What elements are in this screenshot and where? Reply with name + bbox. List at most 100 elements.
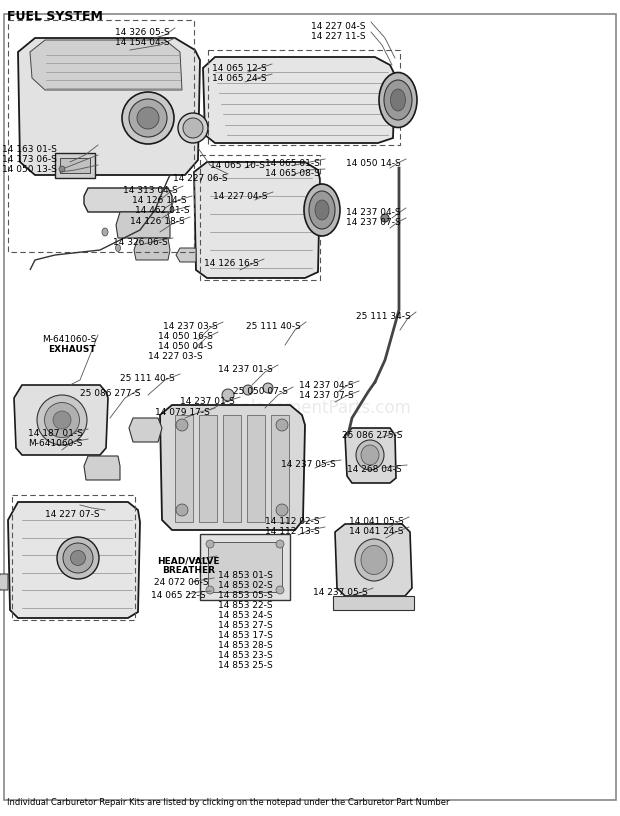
Text: 14 326 06-S: 14 326 06-S (113, 238, 168, 247)
Text: 25 111 34-S: 25 111 34-S (356, 312, 410, 321)
Ellipse shape (206, 540, 214, 548)
Ellipse shape (102, 228, 108, 236)
Polygon shape (0, 574, 8, 590)
Polygon shape (176, 248, 196, 262)
Text: 14 050 16-S: 14 050 16-S (158, 332, 213, 341)
Text: 14 065 24-S: 14 065 24-S (212, 74, 267, 83)
Text: 14 237 07-S: 14 237 07-S (346, 218, 401, 227)
Ellipse shape (122, 92, 174, 144)
Ellipse shape (381, 214, 389, 222)
Polygon shape (84, 456, 120, 480)
Text: 25 111 40-S: 25 111 40-S (246, 322, 301, 331)
Ellipse shape (379, 73, 417, 127)
Polygon shape (200, 534, 290, 600)
Text: 14 154 04-S: 14 154 04-S (115, 38, 170, 47)
Text: eReplacementParts.com: eReplacementParts.com (209, 399, 411, 417)
Text: 14 050 13-S: 14 050 13-S (2, 165, 57, 174)
Text: 14 326 05-S: 14 326 05-S (115, 28, 170, 37)
Text: 25 050 07-S: 25 050 07-S (233, 387, 288, 396)
Polygon shape (271, 415, 289, 522)
Ellipse shape (315, 200, 329, 220)
Text: 14 065 12-S: 14 065 12-S (212, 64, 267, 73)
Text: 14 853 28-S: 14 853 28-S (218, 641, 273, 650)
Text: 14 126 18-S: 14 126 18-S (130, 217, 185, 226)
Text: 25 086 275-S: 25 086 275-S (342, 431, 402, 440)
Text: 14 237 04-S: 14 237 04-S (346, 208, 401, 217)
Text: 14 853 17-S: 14 853 17-S (218, 631, 273, 640)
Text: 14 050 14-S: 14 050 14-S (346, 159, 401, 168)
Polygon shape (55, 153, 95, 178)
Ellipse shape (361, 546, 387, 574)
Text: 14 227 04-S: 14 227 04-S (311, 22, 366, 31)
Polygon shape (160, 405, 305, 530)
Ellipse shape (356, 440, 384, 470)
Ellipse shape (276, 586, 284, 594)
Polygon shape (116, 212, 170, 238)
Text: 14 173 06-S: 14 173 06-S (2, 155, 57, 164)
Text: 25 111 40-S: 25 111 40-S (120, 374, 175, 383)
Text: 14 065 10-S: 14 065 10-S (210, 161, 265, 170)
Polygon shape (18, 38, 200, 175)
Polygon shape (333, 596, 414, 610)
Text: 14 112 13-S: 14 112 13-S (265, 527, 320, 536)
Text: 14 853 01-S: 14 853 01-S (218, 571, 273, 580)
Text: 14 065 08-S: 14 065 08-S (265, 169, 320, 178)
Polygon shape (199, 415, 217, 522)
Ellipse shape (53, 411, 71, 429)
Ellipse shape (183, 118, 203, 138)
Polygon shape (134, 238, 170, 260)
Ellipse shape (37, 395, 87, 445)
Ellipse shape (263, 383, 273, 393)
Text: BREATHER: BREATHER (162, 566, 215, 575)
Ellipse shape (129, 99, 167, 137)
Polygon shape (14, 385, 108, 455)
Polygon shape (335, 524, 412, 596)
Text: 14 041 24-S: 14 041 24-S (349, 527, 404, 536)
Polygon shape (60, 158, 90, 173)
Ellipse shape (137, 107, 159, 129)
Ellipse shape (391, 89, 405, 111)
Polygon shape (247, 415, 265, 522)
Polygon shape (208, 542, 282, 592)
Ellipse shape (355, 539, 393, 581)
Ellipse shape (176, 419, 188, 431)
Polygon shape (175, 415, 193, 522)
Text: 14 237 01-S: 14 237 01-S (218, 365, 273, 374)
Text: 14 112 02-S: 14 112 02-S (265, 517, 320, 526)
Text: 14 313 04-S: 14 313 04-S (123, 186, 178, 195)
Text: 14 227 04-S: 14 227 04-S (213, 192, 267, 201)
Text: 14 227 06-S: 14 227 06-S (173, 174, 228, 183)
Text: 14 050 04-S: 14 050 04-S (158, 342, 213, 351)
Text: 14 237 04-S: 14 237 04-S (299, 381, 353, 390)
Text: 14 853 27-S: 14 853 27-S (218, 621, 273, 630)
Text: 14 237 01-S: 14 237 01-S (180, 397, 235, 406)
Ellipse shape (243, 385, 253, 395)
Text: HEAD/VALVE: HEAD/VALVE (157, 556, 219, 565)
Polygon shape (194, 162, 320, 278)
Polygon shape (129, 418, 162, 442)
Text: 14 079 17-S: 14 079 17-S (155, 408, 210, 417)
Ellipse shape (276, 504, 288, 516)
Text: 14 126 16-S: 14 126 16-S (204, 259, 259, 268)
Ellipse shape (304, 184, 340, 236)
Polygon shape (30, 40, 182, 90)
Ellipse shape (57, 537, 99, 579)
Polygon shape (203, 57, 395, 143)
Text: 14 853 05-S: 14 853 05-S (218, 591, 273, 600)
Text: 14 163 01-S: 14 163 01-S (2, 145, 57, 154)
Text: 14 237 05-S: 14 237 05-S (281, 460, 336, 469)
Polygon shape (4, 14, 616, 800)
Text: M-641060-S: M-641060-S (28, 439, 82, 448)
Ellipse shape (361, 445, 379, 465)
Text: 14 187 01-S: 14 187 01-S (28, 429, 83, 438)
Text: 14 853 02-S: 14 853 02-S (218, 581, 273, 590)
Ellipse shape (206, 586, 214, 594)
Text: 14 853 23-S: 14 853 23-S (218, 651, 273, 660)
Text: 14 126 14-S: 14 126 14-S (132, 196, 187, 205)
Text: 14 853 22-S: 14 853 22-S (218, 601, 273, 610)
Text: Individual Carburetor Repair Kits are listed by clicking on the notepad under th: Individual Carburetor Repair Kits are li… (7, 798, 450, 807)
Text: 14 237 03-S: 14 237 03-S (163, 322, 218, 331)
Ellipse shape (276, 540, 284, 548)
Text: 14 237 07-S: 14 237 07-S (299, 391, 354, 400)
Text: 14 227 11-S: 14 227 11-S (311, 32, 366, 41)
